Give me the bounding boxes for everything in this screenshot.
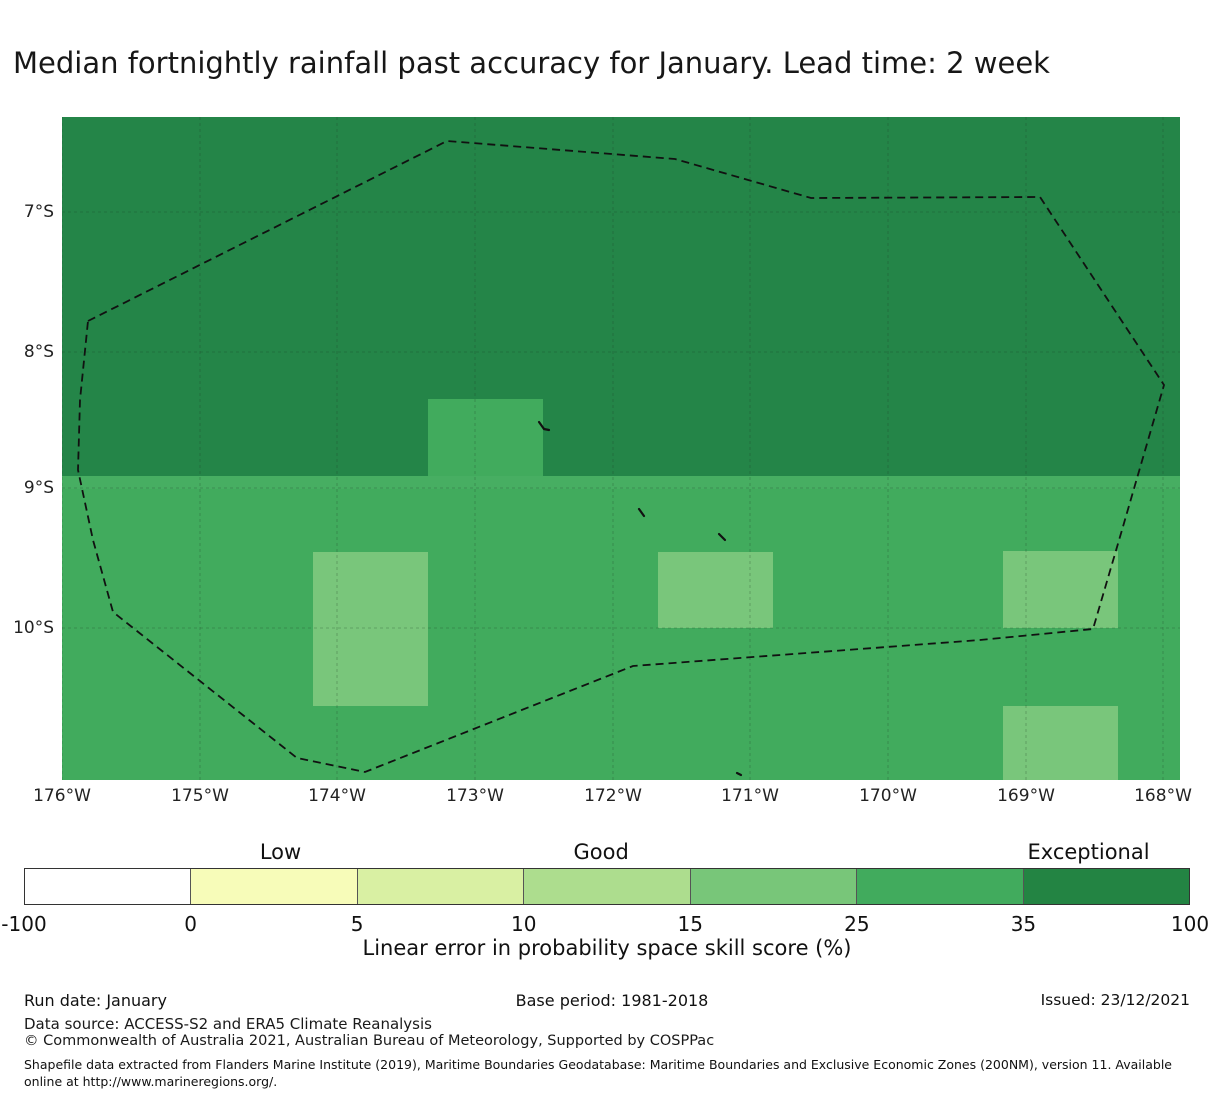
colorbar-tick-25: 25 — [844, 912, 870, 936]
lon-tick-173°W: 173°W — [446, 786, 504, 806]
colorbar-tick--100: -100 — [1, 912, 47, 936]
copyright-text: © Commonwealth of Australia 2021, Austra… — [24, 1033, 715, 1049]
colorbar-segment-35-100 — [1022, 869, 1189, 904]
lat-tick-9°S: 9°S — [23, 478, 54, 498]
lon-tick-171°W: 171°W — [721, 786, 779, 806]
colorbar-segment-10-15 — [523, 869, 690, 904]
exclusive-economic-zone-dashed-boundary — [77, 140, 1165, 773]
colorbar-tick-0: 0 — [184, 912, 197, 936]
colorbar — [24, 868, 1190, 905]
atoll-mark-1-icon — [542, 427, 551, 432]
north-inset-patch-173W — [428, 399, 543, 476]
legend-category-good: Good — [573, 840, 629, 864]
shapefile-attribution-text: Shapefile data extracted from Flanders M… — [24, 1057, 1172, 1089]
patch-171W-10S — [658, 552, 773, 628]
colorbar-segment-0-5 — [190, 869, 357, 904]
page-title: Median fortnightly rainfall past accurac… — [13, 46, 1050, 80]
base-period-text: Base period: 1981-2018 — [515, 991, 709, 1010]
patch-174W-10S — [313, 552, 428, 706]
lon-tick-175°W: 175°W — [171, 786, 229, 806]
colorbar-tick-35: 35 — [1010, 912, 1037, 936]
north-exceptional-area — [62, 117, 1180, 476]
lon-tick-170°W: 170°W — [859, 786, 917, 806]
issued-date-text: Issued: 23/12/2021 — [1040, 991, 1190, 1009]
south-good-area — [62, 489, 1180, 780]
lon-tick-174°W: 174°W — [308, 786, 366, 806]
atoll-mark-3-icon — [717, 532, 727, 542]
colorbar-tick-15: 15 — [677, 912, 704, 936]
colorbar-tick-5: 5 — [350, 912, 364, 936]
atoll-mark-4-icon — [735, 771, 743, 777]
9S-transition-band — [62, 476, 1180, 489]
colorbar-segment-5-10 — [356, 869, 524, 904]
lon-tick-168°W: 168°W — [1134, 786, 1192, 806]
legend-category-low: Low — [259, 840, 302, 864]
colorbar-axis-label: Linear error in probability space skill … — [362, 936, 852, 960]
skill-map — [62, 117, 1180, 780]
lon-tick-172°W: 172°W — [584, 786, 642, 806]
map-svg-overlay — [62, 117, 1180, 780]
lat-tick-10°S: 10°S — [13, 618, 54, 638]
lat-tick-8°S: 8°S — [23, 342, 54, 362]
lon-tick-169°W: 169°W — [997, 786, 1055, 806]
atoll-mark-1-icon — [537, 420, 546, 431]
colorbar-tick-100: 100 — [1170, 912, 1210, 936]
data-source-text: Data source: ACCESS-S2 and ERA5 Climate … — [24, 1015, 432, 1033]
lon-tick-176°W: 176°W — [33, 786, 91, 806]
atoll-mark-2-icon — [637, 507, 646, 518]
legend-category-exceptional: Exceptional — [1027, 840, 1150, 864]
colorbar-segment-25-35 — [856, 869, 1023, 904]
patch-169W-10S — [1003, 551, 1118, 628]
lat-tick-7°S: 7°S — [23, 202, 54, 222]
run-date-text: Run date: January — [24, 991, 167, 1010]
colorbar-tick-10: 10 — [510, 912, 537, 936]
colorbar-segment--100-0 — [25, 869, 191, 904]
patch-169W-11S — [1003, 706, 1118, 780]
colorbar-segment-15-25 — [689, 869, 857, 904]
